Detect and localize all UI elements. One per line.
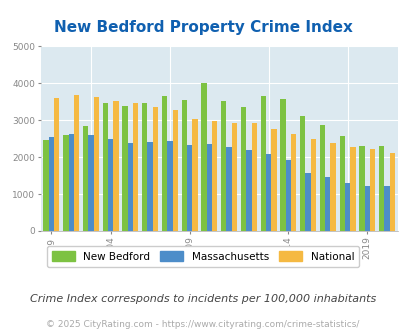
Bar xyxy=(305,173,310,231)
Bar xyxy=(364,185,369,231)
Bar xyxy=(358,147,364,231)
Bar xyxy=(245,150,251,231)
Bar xyxy=(221,101,226,231)
Bar xyxy=(330,144,335,231)
Bar xyxy=(172,110,177,231)
Bar xyxy=(324,177,330,231)
Bar xyxy=(271,129,276,231)
Bar xyxy=(231,123,237,231)
Bar xyxy=(74,95,79,231)
Bar xyxy=(251,123,256,231)
Bar xyxy=(369,148,374,231)
Bar xyxy=(128,144,133,231)
Bar xyxy=(260,96,265,231)
Bar xyxy=(181,100,187,231)
Legend: New Bedford, Massachusetts, National: New Bedford, Massachusetts, National xyxy=(47,246,358,267)
Bar xyxy=(265,154,271,231)
Bar xyxy=(201,83,206,231)
Bar xyxy=(206,144,211,231)
Bar xyxy=(389,153,394,231)
Bar xyxy=(162,96,167,231)
Bar xyxy=(290,134,296,231)
Bar xyxy=(94,97,99,231)
Bar xyxy=(63,135,68,231)
Bar xyxy=(211,121,217,231)
Bar xyxy=(152,107,158,231)
Bar xyxy=(167,141,172,231)
Bar xyxy=(378,147,384,231)
Bar xyxy=(350,148,355,231)
Bar xyxy=(43,140,49,231)
Bar xyxy=(299,116,305,231)
Bar xyxy=(102,103,108,231)
Bar xyxy=(319,124,324,231)
Bar xyxy=(192,119,197,231)
Bar xyxy=(122,106,128,231)
Bar xyxy=(88,135,94,231)
Text: Crime Index corresponds to incidents per 100,000 inhabitants: Crime Index corresponds to incidents per… xyxy=(30,294,375,304)
Bar xyxy=(279,99,285,231)
Bar xyxy=(83,126,88,231)
Bar xyxy=(187,145,192,231)
Text: New Bedford Property Crime Index: New Bedford Property Crime Index xyxy=(53,20,352,35)
Bar xyxy=(68,134,74,231)
Bar xyxy=(147,142,152,231)
Bar xyxy=(108,139,113,231)
Bar xyxy=(285,160,290,231)
Bar xyxy=(133,104,138,231)
Bar xyxy=(344,182,350,231)
Bar xyxy=(49,138,54,231)
Bar xyxy=(339,136,344,231)
Bar xyxy=(54,98,59,231)
Bar xyxy=(226,147,231,231)
Bar xyxy=(240,107,245,231)
Bar xyxy=(310,139,315,231)
Text: © 2025 CityRating.com - https://www.cityrating.com/crime-statistics/: © 2025 CityRating.com - https://www.city… xyxy=(46,320,359,329)
Bar xyxy=(384,186,389,231)
Bar xyxy=(113,101,118,231)
Bar xyxy=(142,103,147,231)
